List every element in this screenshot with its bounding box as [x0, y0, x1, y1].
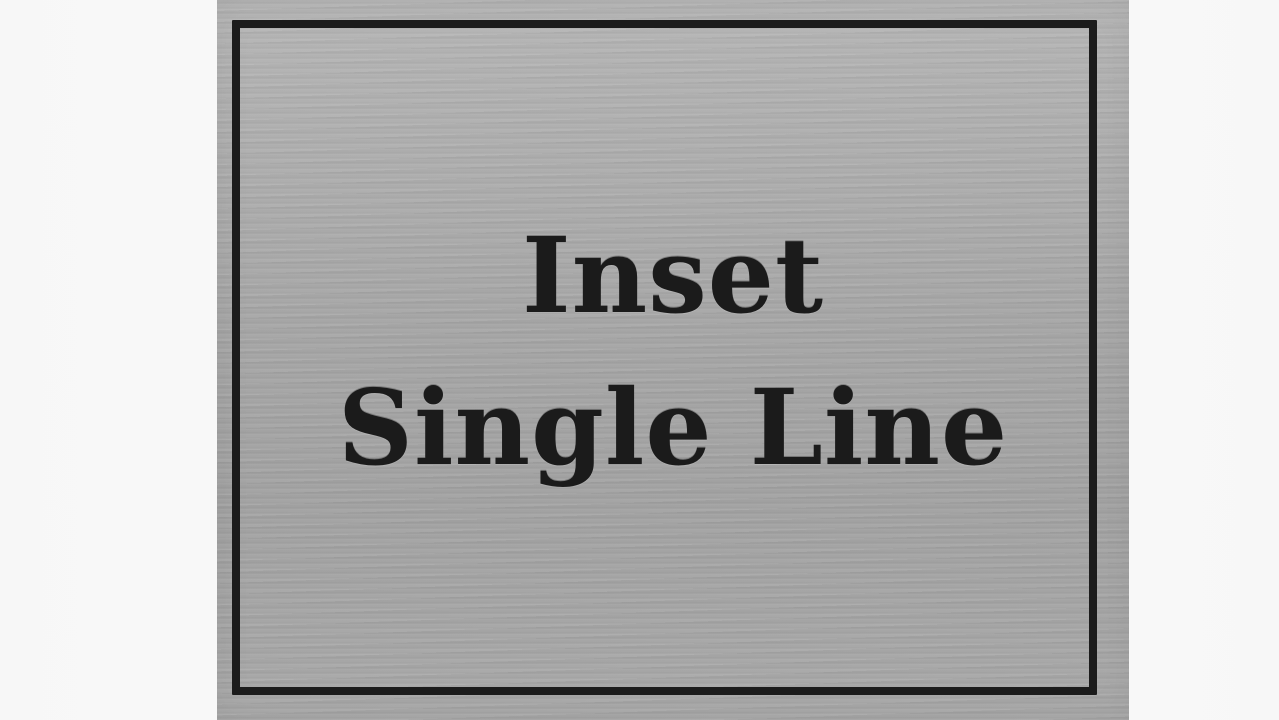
brushed-metal-plaque: Inset Single Line: [217, 0, 1129, 720]
engraved-text: Inset Single Line: [217, 200, 1129, 504]
engraved-border: [232, 20, 1097, 695]
text-line-2: Single Line: [337, 366, 1009, 489]
text-line-1: Inset: [521, 214, 825, 337]
